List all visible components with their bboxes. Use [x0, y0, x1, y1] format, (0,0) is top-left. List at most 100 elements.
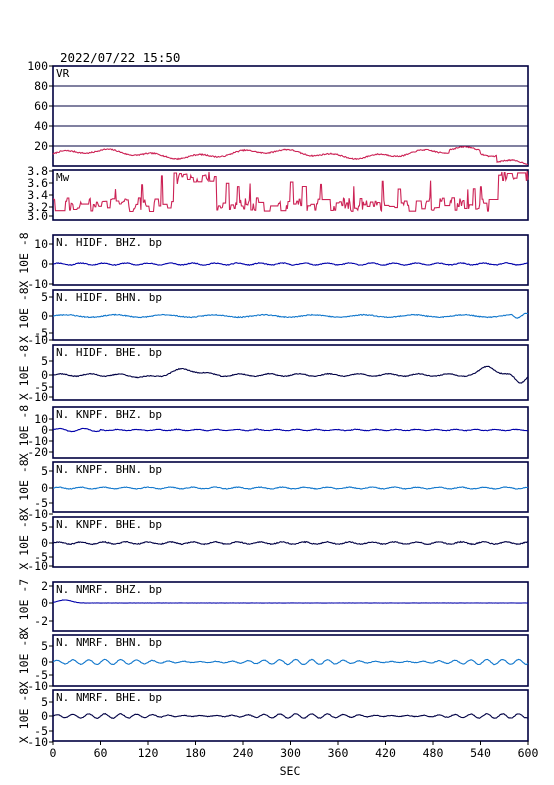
x-tick-label: 180: [185, 746, 206, 760]
series-line: [52, 145, 528, 166]
y-tick-label: 100: [27, 59, 48, 73]
panel-label: Mw: [56, 171, 70, 184]
panel-label: N. KNPF. BHE. bp: [56, 518, 162, 531]
y-axis-label: X 10E -8: [17, 405, 31, 460]
panel-frame: [52, 344, 529, 401]
y-tick-label: -10: [27, 390, 48, 404]
y-tick-label: 2: [41, 579, 48, 593]
panel-7: 5 0-5-10X 10E -8 N. KNPF. BHN. bp: [17, 459, 529, 521]
y-tick-label: 0: [41, 655, 48, 669]
panel-5: 50-5-10X 10E -8 N. HIDF. BHE. bp: [17, 344, 529, 404]
series-line: [52, 312, 529, 319]
series-line: [52, 486, 529, 490]
panel-6: 100-10-20X 10E -8 N. KNPF. BHZ. bp: [17, 405, 529, 460]
panel-label: VR: [56, 67, 70, 80]
y-tick-label: 0: [41, 596, 48, 610]
y-tick-label: 5: [41, 290, 48, 304]
series-line: [52, 540, 529, 546]
y-tick-label: 5: [41, 520, 48, 534]
y-tick-label: -5: [34, 496, 48, 510]
panel-label: N. NMRF. BHE. bp: [56, 691, 162, 704]
y-axis-label: X 10E -8: [17, 633, 31, 688]
y-tick-label: -20: [27, 445, 48, 459]
y-axis-label: X 10E -8: [17, 514, 31, 569]
y-axis-label: X 10E -8: [17, 287, 31, 342]
y-tick-label: 60: [34, 99, 48, 113]
y-axis-label: X 10E -7: [17, 579, 31, 634]
series-line: [52, 262, 529, 266]
y-tick-label: -10: [27, 559, 48, 573]
panel-label: N. NMRF. BHN. bp: [56, 636, 162, 649]
x-tick-label: 60: [94, 746, 108, 760]
y-tick-label: -10: [27, 434, 48, 448]
y-tick-label: 5: [41, 695, 48, 709]
y-tick-label: 3.8: [27, 164, 48, 178]
series-line: [52, 712, 529, 719]
series-line: [52, 427, 528, 433]
y-tick-label: 0: [41, 423, 48, 437]
y-tick-label: 0: [41, 481, 48, 495]
y-tick-label: 0: [41, 536, 48, 550]
x-tick-label: 300: [280, 746, 301, 760]
y-tick-label: -10: [27, 277, 48, 291]
y-tick-label: -2: [34, 614, 48, 628]
y-tick-label: 5: [41, 639, 48, 653]
y-tick-label: 0: [41, 309, 48, 323]
y-tick-label: -5: [34, 550, 48, 564]
y-axis-label: X 10E -8: [17, 688, 31, 743]
series-line: [53, 171, 529, 213]
y-tick-label: -5: [34, 380, 48, 394]
series-line: [52, 658, 529, 666]
y-tick-label: -5: [34, 724, 48, 738]
panel-frame: [52, 461, 529, 513]
y-tick-label: 5: [41, 464, 48, 478]
panel-label: N. HIDF. BHZ. bp: [56, 236, 162, 249]
series-line: [52, 365, 529, 384]
panel-label: N. HIDF. BHN. bp: [56, 291, 162, 304]
panel-2: 3.83.63.43.23.0 Mw: [27, 164, 529, 223]
y-tick-label: -10: [27, 735, 48, 749]
x-axis-label: SEC: [280, 764, 301, 778]
x-tick-label: 540: [470, 746, 491, 760]
y-tick-label: 0: [41, 257, 48, 271]
x-axis: 0 60 120 180 240 300 360 420 480 540 600 SEC: [50, 741, 539, 778]
y-tick-label: 40: [34, 119, 48, 133]
panel-label: N. KNPF. BHZ. bp: [56, 408, 162, 421]
y-tick-label: 0: [41, 368, 48, 382]
x-tick-label: 600: [518, 746, 539, 760]
y-tick-label: 10: [34, 412, 48, 426]
panel-label: N. NMRF. BHZ. bp: [56, 583, 162, 596]
x-tick-label: 0: [50, 746, 57, 760]
x-tick-label: 420: [375, 746, 396, 760]
y-tick-label: 3.6: [27, 176, 48, 190]
y-tick-label: -5: [34, 326, 48, 340]
series-line: [52, 599, 529, 604]
panel-4: 5 0 -5-10X 10E -8 N. HIDF. BHN. bp: [17, 287, 529, 347]
y-tick-label: 3.0: [27, 209, 48, 223]
panel-frame: [52, 65, 529, 167]
panel-9: 2 0 -2X 10E -7 N. NMRF. BHZ. bp: [17, 579, 529, 634]
panel-8: 5 0-5-10X 10E -8 N. KNPF. BHE. bp: [17, 514, 529, 573]
y-tick-label: 80: [34, 79, 48, 93]
panel-11: 50-5-10X 10E -8 N. NMRF. BHE. bp: [17, 688, 529, 749]
panel-label: N. KNPF. BHN. bp: [56, 463, 162, 476]
panel-10: 5 0-5-10X 10E -8 N. NMRF. BHN. bp: [17, 633, 529, 693]
panel-label: N. HIDF. BHE. bp: [56, 346, 162, 359]
y-tick-label: 3.2: [27, 200, 48, 214]
panel-frame: [52, 406, 529, 459]
y-tick-label: 10: [34, 237, 48, 251]
y-axis-label: X 10E -8: [17, 232, 31, 287]
panel-frame: [52, 234, 529, 286]
y-axis-label: X 10E -8: [17, 459, 31, 514]
y-tick-label: 3.4: [27, 188, 48, 202]
x-tick-label: 240: [233, 746, 254, 760]
x-tick-label: 360: [328, 746, 349, 760]
y-tick-label: -10: [27, 507, 48, 521]
panel-frame: [52, 581, 529, 632]
panel-frame: [52, 289, 529, 341]
y-tick-label: -10: [27, 679, 48, 693]
panel-frame: [52, 634, 529, 687]
